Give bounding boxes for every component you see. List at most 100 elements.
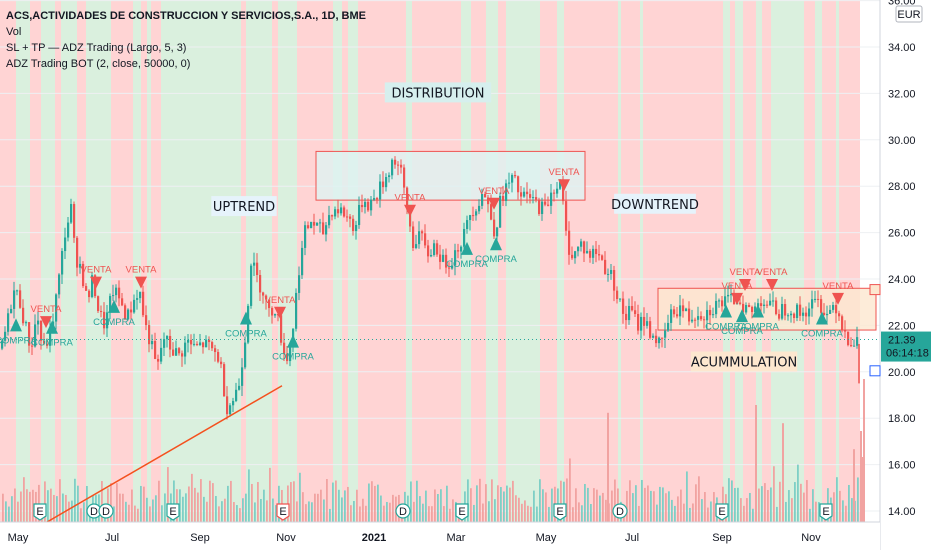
buy-signal-icon[interactable] <box>287 334 299 348</box>
buy-signal-icon[interactable] <box>720 304 732 318</box>
volume-bar <box>5 501 7 522</box>
sell-signal-icon[interactable] <box>40 316 52 329</box>
buy-signal-icon[interactable] <box>10 318 22 332</box>
box-handle-icon[interactable] <box>869 365 881 377</box>
indicator-sl-tp[interactable]: SL + TP — ADZ Trading (Largo, 5, 3) <box>6 42 187 54</box>
sell-zone <box>30 0 41 522</box>
buy-signal-icon[interactable] <box>461 241 473 255</box>
volume-bar <box>470 488 472 522</box>
candle-body <box>508 182 511 184</box>
volume-bar <box>572 507 574 522</box>
candle-body <box>343 207 346 217</box>
sell-signal-icon[interactable] <box>404 204 416 217</box>
dividend-icon[interactable] <box>612 503 628 519</box>
volume-bar <box>134 505 136 522</box>
buy-signal-icon[interactable] <box>108 299 120 313</box>
volume-bar <box>758 488 760 522</box>
candle-body <box>454 250 457 266</box>
candle-body <box>673 309 676 315</box>
sell-signal-icon[interactable] <box>832 292 844 305</box>
candle-body <box>778 314 781 319</box>
buy-signal-icon[interactable] <box>736 309 748 323</box>
candle-body <box>583 241 586 254</box>
earnings-icon[interactable] <box>33 503 47 521</box>
sell-signal-icon[interactable] <box>731 292 743 305</box>
sell-signal-icon[interactable] <box>739 278 751 291</box>
x-tick-label: May <box>536 532 557 544</box>
x-tick-label: Jul <box>625 532 639 544</box>
box-handle-icon[interactable] <box>869 284 881 296</box>
sell-signal-icon[interactable] <box>274 306 286 319</box>
currency-box[interactable] <box>895 5 923 23</box>
sell-zone <box>241 0 246 522</box>
buy-signal-icon[interactable] <box>752 304 764 318</box>
indicator-volume[interactable]: Vol <box>6 26 22 38</box>
candle-body <box>595 248 598 255</box>
earnings-icon[interactable] <box>819 503 833 521</box>
earnings-icon[interactable] <box>715 503 729 521</box>
dividend-icon[interactable] <box>395 503 411 519</box>
buy-signal-icon[interactable] <box>240 311 252 325</box>
earnings-icon[interactable] <box>553 503 567 521</box>
volume-bar <box>797 464 799 522</box>
candle-body <box>307 225 310 229</box>
x-tick-label: Nov <box>276 532 296 544</box>
dividend-icon[interactable] <box>98 503 114 519</box>
indicator-bot[interactable]: ADZ Trading BOT (2, close, 50000, 0) <box>6 58 191 70</box>
candle-body <box>472 215 475 217</box>
volume-bar <box>503 491 505 522</box>
volume-bar <box>197 492 199 522</box>
volume-bar <box>860 431 862 522</box>
buy-zone <box>836 0 839 522</box>
candle-body <box>325 225 328 235</box>
earnings-icon[interactable] <box>166 503 180 521</box>
candle-body <box>490 204 493 220</box>
buy-signal-icon[interactable] <box>816 311 828 325</box>
volume-bar <box>527 505 529 522</box>
earnings-icon[interactable] <box>455 503 469 521</box>
earnings-icon[interactable] <box>276 503 290 521</box>
candle-body <box>469 215 472 221</box>
candle-body <box>685 308 688 312</box>
volume-bar <box>386 501 388 522</box>
candle-body <box>181 353 184 357</box>
candle-body <box>100 311 103 313</box>
candle-body <box>445 254 448 268</box>
sell-signal-icon[interactable] <box>766 278 778 291</box>
volume-bar <box>209 480 211 522</box>
x-tick-label: Sep <box>190 532 210 544</box>
sell-signal-icon[interactable] <box>488 197 500 210</box>
candle-body <box>499 195 502 228</box>
buy-signal-icon[interactable] <box>490 237 502 251</box>
candle-body <box>634 310 637 314</box>
volume-bar <box>530 506 532 522</box>
candle-body <box>271 308 274 316</box>
buy-signal-icon[interactable] <box>46 320 58 334</box>
y-tick-label: 36.00 <box>888 0 916 8</box>
sell-signal-label: VENTA <box>81 265 113 276</box>
trendline[interactable] <box>17 385 283 540</box>
candle-body <box>331 215 334 217</box>
last-price-tag[interactable] <box>881 331 931 362</box>
volume-bar <box>815 501 817 522</box>
candle-body <box>694 319 697 321</box>
volume-bar <box>740 498 742 522</box>
candle-body <box>154 340 157 359</box>
volume-bar <box>776 506 778 522</box>
sell-signal-icon[interactable] <box>558 179 570 192</box>
volume-bar <box>137 508 139 522</box>
sell-signal-icon[interactable] <box>90 276 102 289</box>
distribution-box[interactable] <box>315 150 586 201</box>
volume-bar <box>362 498 364 522</box>
volume-bar <box>755 405 757 522</box>
volume-bar <box>695 484 697 522</box>
volume-bar <box>698 476 700 522</box>
candle-body <box>16 290 19 292</box>
volume-bar <box>614 479 616 522</box>
sell-signal-icon[interactable] <box>135 276 147 289</box>
candle-body <box>772 300 775 302</box>
volume-bar <box>242 498 244 522</box>
candle-body <box>826 313 829 316</box>
